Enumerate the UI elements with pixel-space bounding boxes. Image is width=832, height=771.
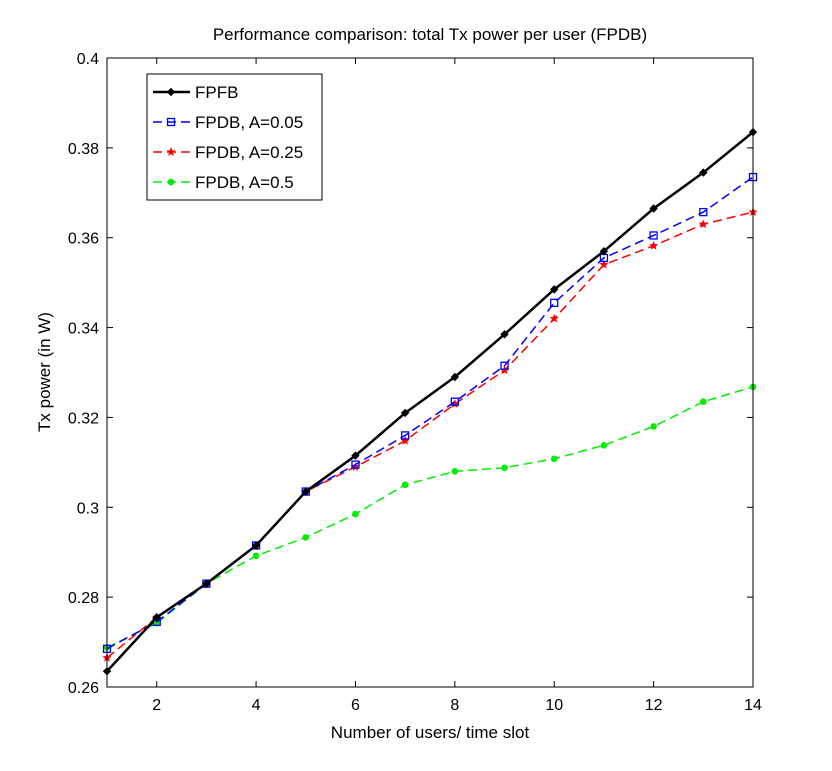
legend: FPFB FPDB, A=0.05 FPDB, A=0.25 FPDB, A=0.5 xyxy=(146,73,323,201)
data-point xyxy=(650,423,657,430)
data-point xyxy=(351,451,360,460)
data-point xyxy=(251,541,261,550)
x-axis-label: Number of users/ time slot xyxy=(331,723,530,742)
y-tick-label: 0.26 xyxy=(68,680,99,697)
y-tick-label: 0.4 xyxy=(77,51,99,68)
chart-title: Performance comparison: total Tx power p… xyxy=(213,25,647,44)
x-tick-label: 8 xyxy=(450,697,459,714)
series-fpdb-a-0-5 xyxy=(103,383,757,651)
y-tick-label: 0.36 xyxy=(68,231,99,248)
y-tick-label: 0.38 xyxy=(68,141,99,158)
data-point xyxy=(698,219,708,229)
data-point xyxy=(649,231,658,240)
x-tick-label: 12 xyxy=(645,697,663,714)
data-point xyxy=(649,241,659,250)
data-point xyxy=(302,534,310,541)
plot-frame xyxy=(106,57,754,688)
y-tick-label: 0.28 xyxy=(68,590,99,607)
data-point xyxy=(549,313,559,323)
legend-label: FPDB, A=0.25 xyxy=(195,143,303,162)
data-point xyxy=(352,510,359,518)
data-point xyxy=(401,481,409,489)
legend-label: FPDB, A=0.05 xyxy=(195,113,303,132)
y-tick-label: 0.32 xyxy=(68,410,99,427)
data-point xyxy=(152,613,161,622)
data-point xyxy=(550,455,558,463)
data-point xyxy=(301,487,310,496)
legend-marker xyxy=(167,178,175,186)
data-point xyxy=(351,460,360,469)
legend-label: FPFB xyxy=(195,83,238,102)
data-point xyxy=(400,408,410,418)
x-tick-label: 2 xyxy=(152,697,161,714)
legend-label: FPDB, A=0.5 xyxy=(195,173,294,192)
legend-marker xyxy=(166,117,176,127)
legend-marker xyxy=(166,147,176,156)
data-point xyxy=(550,285,559,294)
data-point xyxy=(599,259,609,269)
y-tick-label: 0.3 xyxy=(77,500,99,517)
data-point xyxy=(401,431,410,440)
data-point xyxy=(599,246,609,256)
x-tick-label: 4 xyxy=(252,697,261,714)
data-point xyxy=(500,361,509,370)
data-point xyxy=(202,579,211,588)
data-point xyxy=(600,441,608,449)
series-line xyxy=(106,386,754,649)
data-point xyxy=(699,168,708,177)
data-point xyxy=(252,552,260,560)
series-fpfb xyxy=(102,127,758,676)
data-point xyxy=(699,207,708,217)
data-point xyxy=(501,464,508,472)
data-point xyxy=(451,468,459,475)
data-point xyxy=(700,398,707,406)
y-axis-label: Tx power (in W) xyxy=(35,312,54,432)
data-point xyxy=(550,298,559,308)
data-point xyxy=(450,372,460,382)
legend-box xyxy=(146,73,323,201)
legend-marker xyxy=(166,87,176,97)
x-tick-label: 6 xyxy=(351,697,360,714)
series-line xyxy=(106,131,754,673)
x-tick-label: 14 xyxy=(744,697,762,714)
data-point xyxy=(500,330,509,339)
y-tick-label: 0.34 xyxy=(68,321,99,338)
data-point xyxy=(450,397,459,406)
x-tick-label: 10 xyxy=(545,697,563,714)
series-layer xyxy=(102,127,758,676)
data-point xyxy=(649,204,658,213)
